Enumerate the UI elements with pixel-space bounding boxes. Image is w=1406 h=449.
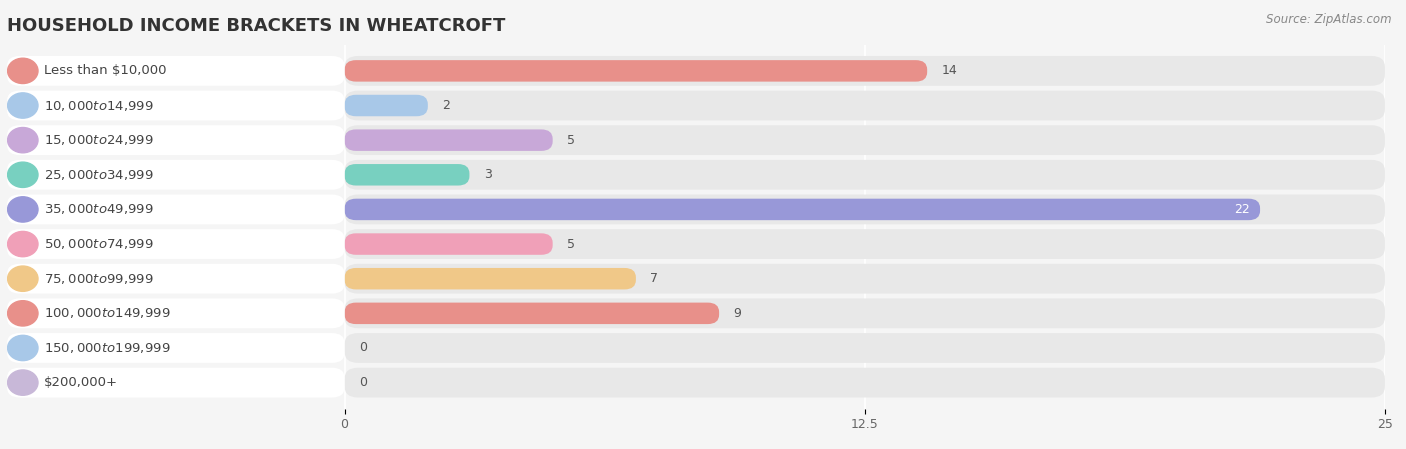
Circle shape [7, 58, 38, 84]
Circle shape [7, 93, 38, 118]
Text: $25,000 to $34,999: $25,000 to $34,999 [44, 168, 153, 182]
Circle shape [7, 231, 38, 257]
FancyBboxPatch shape [344, 233, 553, 255]
Text: 14: 14 [942, 64, 957, 77]
FancyBboxPatch shape [344, 199, 1260, 220]
Circle shape [7, 197, 38, 222]
Text: 0: 0 [359, 342, 367, 354]
Circle shape [7, 370, 38, 395]
FancyBboxPatch shape [7, 91, 344, 120]
FancyBboxPatch shape [7, 56, 344, 86]
Text: 2: 2 [443, 99, 450, 112]
FancyBboxPatch shape [344, 160, 1385, 189]
FancyBboxPatch shape [344, 303, 718, 324]
FancyBboxPatch shape [344, 368, 1385, 397]
FancyBboxPatch shape [7, 160, 344, 189]
Text: 5: 5 [567, 134, 575, 147]
FancyBboxPatch shape [344, 194, 1385, 224]
Text: 9: 9 [734, 307, 741, 320]
FancyBboxPatch shape [344, 229, 1385, 259]
Text: $100,000 to $149,999: $100,000 to $149,999 [44, 306, 170, 320]
Text: 22: 22 [1234, 203, 1250, 216]
Text: 7: 7 [651, 272, 658, 285]
Circle shape [7, 162, 38, 187]
FancyBboxPatch shape [344, 91, 1385, 120]
FancyBboxPatch shape [344, 56, 1385, 86]
FancyBboxPatch shape [344, 299, 1385, 328]
Text: $75,000 to $99,999: $75,000 to $99,999 [44, 272, 153, 286]
Text: Less than $10,000: Less than $10,000 [44, 64, 167, 77]
Text: 3: 3 [484, 168, 492, 181]
Circle shape [7, 128, 38, 153]
Text: 5: 5 [567, 238, 575, 251]
Text: $50,000 to $74,999: $50,000 to $74,999 [44, 237, 153, 251]
FancyBboxPatch shape [344, 129, 553, 151]
FancyBboxPatch shape [7, 125, 344, 155]
FancyBboxPatch shape [7, 333, 344, 363]
FancyBboxPatch shape [7, 299, 344, 328]
FancyBboxPatch shape [344, 125, 1385, 155]
Text: $35,000 to $49,999: $35,000 to $49,999 [44, 202, 153, 216]
FancyBboxPatch shape [7, 194, 344, 224]
Circle shape [7, 301, 38, 326]
FancyBboxPatch shape [7, 264, 344, 294]
Text: $150,000 to $199,999: $150,000 to $199,999 [44, 341, 170, 355]
Circle shape [7, 335, 38, 361]
FancyBboxPatch shape [344, 60, 927, 82]
Text: $10,000 to $14,999: $10,000 to $14,999 [44, 98, 153, 113]
FancyBboxPatch shape [7, 229, 344, 259]
FancyBboxPatch shape [7, 368, 344, 397]
Text: $200,000+: $200,000+ [44, 376, 118, 389]
FancyBboxPatch shape [344, 333, 1385, 363]
Text: 0: 0 [359, 376, 367, 389]
Text: HOUSEHOLD INCOME BRACKETS IN WHEATCROFT: HOUSEHOLD INCOME BRACKETS IN WHEATCROFT [7, 17, 505, 35]
Text: $15,000 to $24,999: $15,000 to $24,999 [44, 133, 153, 147]
FancyBboxPatch shape [344, 95, 427, 116]
FancyBboxPatch shape [344, 164, 470, 185]
Text: Source: ZipAtlas.com: Source: ZipAtlas.com [1267, 13, 1392, 26]
FancyBboxPatch shape [344, 268, 636, 290]
Circle shape [7, 266, 38, 291]
FancyBboxPatch shape [344, 264, 1385, 294]
